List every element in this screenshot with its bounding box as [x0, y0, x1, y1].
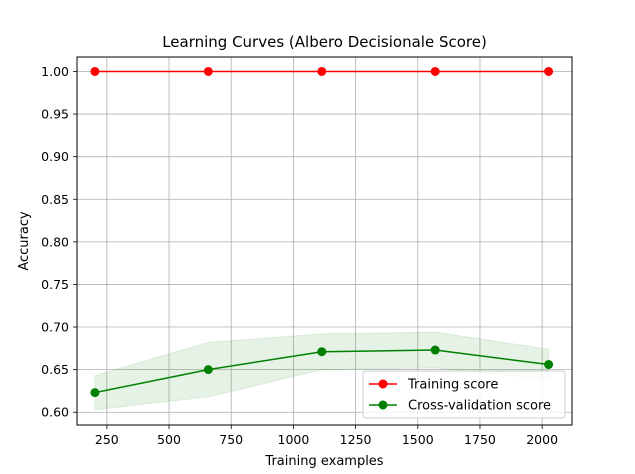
data-series	[90, 66, 554, 398]
y-tick-label: 0.65	[41, 362, 69, 377]
point-cross-validation-score	[203, 365, 213, 375]
y-tick-label: 0.70	[41, 320, 69, 335]
point-training-score	[317, 66, 327, 76]
y-tick-label: 0.90	[41, 149, 69, 164]
y-tick-label: 0.95	[41, 107, 69, 122]
legend-label: Training score	[407, 378, 498, 393]
legend-label: Cross-validation score	[408, 399, 551, 414]
y-axis-label: Accuracy	[17, 211, 32, 271]
x-axis-label: Training examples	[264, 454, 383, 469]
point-cross-validation-score	[544, 360, 554, 370]
legend-box	[362, 370, 566, 419]
legend-swatch-marker	[378, 379, 388, 389]
plot-area-frame	[76, 56, 573, 426]
legend: Training score Cross-validation score	[362, 370, 566, 419]
point-cross-validation-score	[90, 388, 100, 398]
y-tick-label: 0.80	[41, 234, 69, 249]
y-tick-label: 1.00	[41, 64, 69, 79]
point-training-score	[203, 66, 213, 76]
axis-ticks: 250 500 750 1000 1250 1500 1750 2000 0.60 0.65 0.7…	[41, 64, 558, 447]
legend-swatch-marker	[378, 400, 388, 410]
point-cross-validation-score	[430, 345, 440, 355]
grid-lines	[77, 57, 572, 425]
y-tick-label: 0.85	[41, 192, 69, 207]
y-tick-label: 0.75	[41, 277, 69, 292]
point-training-score	[90, 66, 100, 76]
x-tick-label: 1000	[278, 432, 310, 447]
x-tick-label: 500	[157, 432, 181, 447]
x-tick-label: 250	[95, 432, 119, 447]
x-tick-label: 1250	[340, 432, 372, 447]
point-training-score	[544, 66, 554, 76]
y-tick-label: 0.60	[41, 405, 69, 420]
x-tick-label: 750	[219, 432, 243, 447]
x-tick-label: 2000	[526, 432, 558, 447]
x-tick-label: 1750	[464, 432, 496, 447]
x-tick-label: 1500	[402, 432, 434, 447]
point-training-score	[430, 66, 440, 76]
point-cross-validation-score	[317, 347, 327, 357]
chart-title: Learning Curves (Albero Decisionale Scor…	[162, 33, 487, 51]
